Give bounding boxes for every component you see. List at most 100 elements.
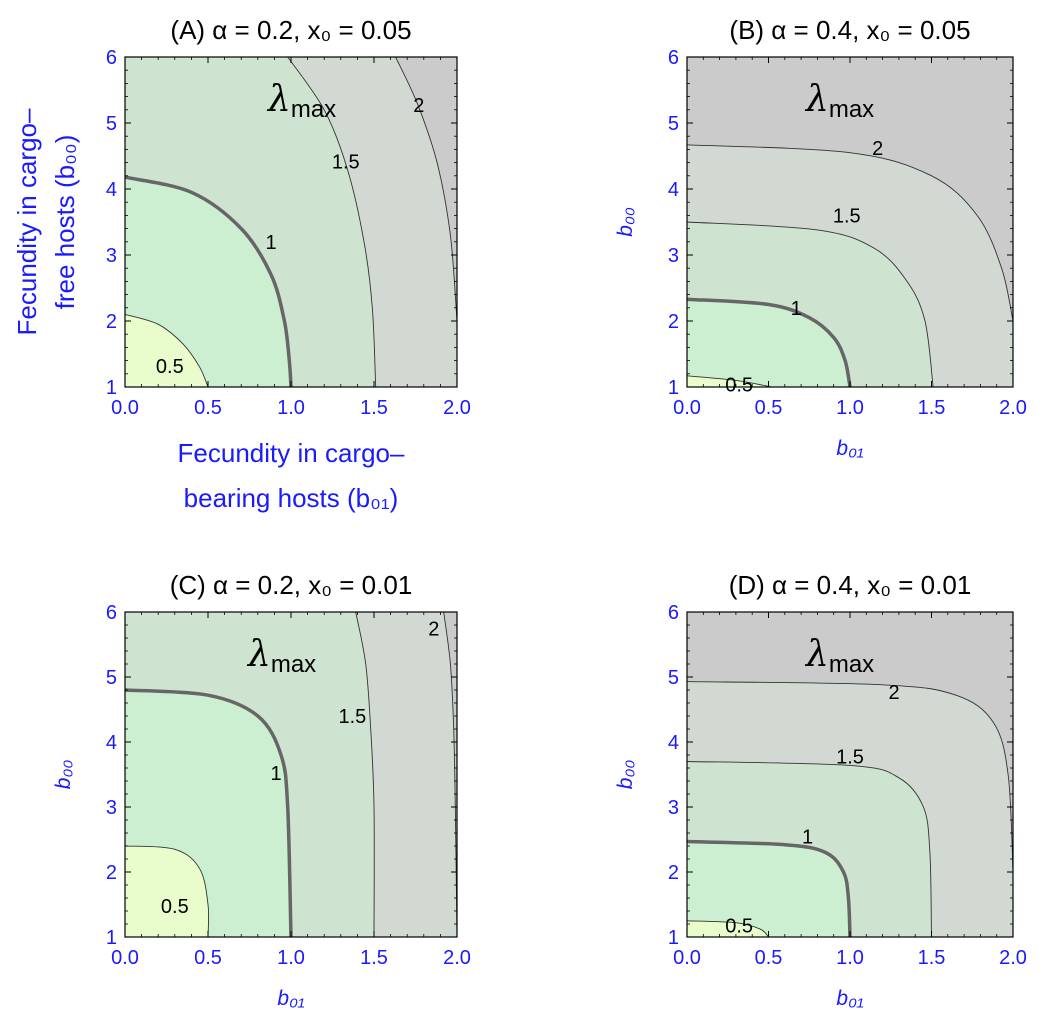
y-tick-label: 3 [106,245,117,267]
x-tick-label: 1.0 [836,397,864,419]
lambda-symbol: λ [804,79,829,120]
lambda-max-label: λmax [804,634,874,678]
contour-label-1.5: 1.5 [833,205,861,227]
lambda-symbol: λ [246,634,271,675]
y-tick-label: 6 [106,602,117,624]
panel-title: (B) α = 0.4, x₀ = 0.05 [729,15,970,45]
x-tick-label: 2.0 [443,947,471,969]
y-tick-label: 3 [106,797,117,819]
x-tick-label: 1.0 [277,397,305,419]
contour-line-1 [125,175,293,387]
region-below-1 [687,299,850,387]
x-tick-label: 1.5 [360,947,388,969]
x-axis-label: b₀₁ [836,437,864,460]
x-tick-label: 1.0 [277,947,305,969]
y-tick-label: 1 [668,377,679,399]
contour-label-2: 2 [888,682,899,704]
x-tick-label: 1.5 [360,397,388,419]
panel-a: 0.5 1 1.5 2 λmax 0.0 0.5 1.0 1.5 2.0 1 2 3 4 5 6 (A) α =… [12,15,471,513]
lambda-max-label: λmax [246,634,316,678]
panel-title: (D) α = 0.4, x₀ = 0.01 [729,570,972,600]
panel-c: 0.5 1 1.5 2 λmax 0.0 0.5 1.0 1.5 2.0 1 2 3 4 5 6 (C) α =… [52,570,471,1010]
y-tick-label: 4 [106,179,117,201]
x-axis-label-line2: bearing hosts (b₀₁) [184,483,399,513]
y-tick-label: 1 [106,377,117,399]
panel-title: (A) α = 0.2, x₀ = 0.05 [170,15,411,45]
y-tick-label: 6 [106,47,117,69]
region-below-0.5 [687,375,772,387]
lambda-subscript: max [829,96,874,123]
lambda-max-label: λmax [804,79,874,123]
region-below-1 [687,841,850,937]
lambda-symbol: λ [804,634,829,675]
y-tick-label: 5 [668,667,679,689]
x-tick-label: 0.5 [755,947,783,969]
lambda-symbol: λ [266,79,291,120]
contour-label-1: 1 [270,763,281,785]
region-below-0.5 [125,846,209,937]
x-axis-label: b₀₁ [836,987,864,1010]
contour-line-0.5 [125,313,209,387]
y-tick-label: 4 [668,732,679,754]
y-axis-label: b₀₀ [614,207,637,237]
lambda-subscript: max [829,651,874,678]
y-tick-label: 5 [106,113,117,135]
x-tick-label: 0.5 [194,397,222,419]
contour-line-0.5 [687,375,772,387]
contour-label-2: 2 [413,95,424,117]
region-below-0.5 [687,920,769,937]
lambda-max-label: λmax [266,79,336,123]
panel-d: 0.5 1 1.5 2 λmax 0.0 0.5 1.0 1.5 2.0 1 2 3 4 5 6 (D) α =… [614,570,1027,1010]
x-axis-label: b₀₁ [277,987,305,1010]
contour-label-1.5: 1.5 [339,706,367,728]
y-axis-label: b₀₀ [52,760,75,790]
contour-line-2 [443,612,457,937]
y-tick-label: 3 [668,245,679,267]
contour-label-0.5: 0.5 [725,374,753,396]
x-tick-label: 2.0 [999,947,1027,969]
y-tick-label: 2 [106,311,117,333]
contour-label-1: 1 [266,232,277,254]
panel-b: 0.5 1 1.5 2 λmax 0.0 0.5 1.0 1.5 2.0 1 2 3 4 5 6 (B) α =… [614,15,1027,460]
contour-line-1.5 [355,612,375,937]
region-below-0.5 [125,314,208,387]
lambda-subscript: max [271,651,316,678]
y-tick-label: 4 [668,179,679,201]
lambda-subscript: max [291,96,336,123]
contour-line-1 [687,297,852,387]
contour-label-2: 2 [428,618,439,640]
contour-label-2: 2 [872,138,883,160]
x-tick-label: 1.0 [836,947,864,969]
y-tick-label: 6 [668,47,679,69]
y-tick-label: 2 [668,862,679,884]
x-tick-label: 0.0 [111,947,139,969]
x-tick-label: 2.0 [999,397,1027,419]
contour-line-2 [687,681,1013,873]
x-tick-label: 1.5 [918,947,946,969]
x-axis-label-line1: Fecundity in cargo– [178,438,405,468]
contour-line-1.5 [687,761,932,937]
contour-label-0.5: 0.5 [161,896,189,918]
y-tick-label: 4 [106,732,117,754]
y-tick-label: 1 [668,927,679,949]
y-tick-label: 5 [668,113,679,135]
x-tick-label: 0.5 [755,397,783,419]
y-axis-label-line2: free hosts (b₀₀) [50,135,80,310]
y-tick-label: 3 [668,797,679,819]
x-tick-label: 0.0 [111,397,139,419]
x-tick-label: 0.5 [194,947,222,969]
y-tick-label: 1 [106,927,117,949]
y-axis-label-line1: Fecundity in cargo– [12,108,42,335]
y-axis-label: b₀₀ [614,760,637,790]
contour-label-1.5: 1.5 [332,151,360,173]
y-tick-label: 5 [106,667,117,689]
contour-line-1.5 [687,221,934,387]
contour-line-1.5 [287,57,377,387]
contour-line-0.5 [125,845,210,937]
contour-line-2 [687,144,1013,322]
x-tick-label: 2.0 [443,397,471,419]
y-tick-label: 2 [668,311,679,333]
x-tick-label: 1.5 [918,397,946,419]
contour-label-1: 1 [791,298,802,320]
